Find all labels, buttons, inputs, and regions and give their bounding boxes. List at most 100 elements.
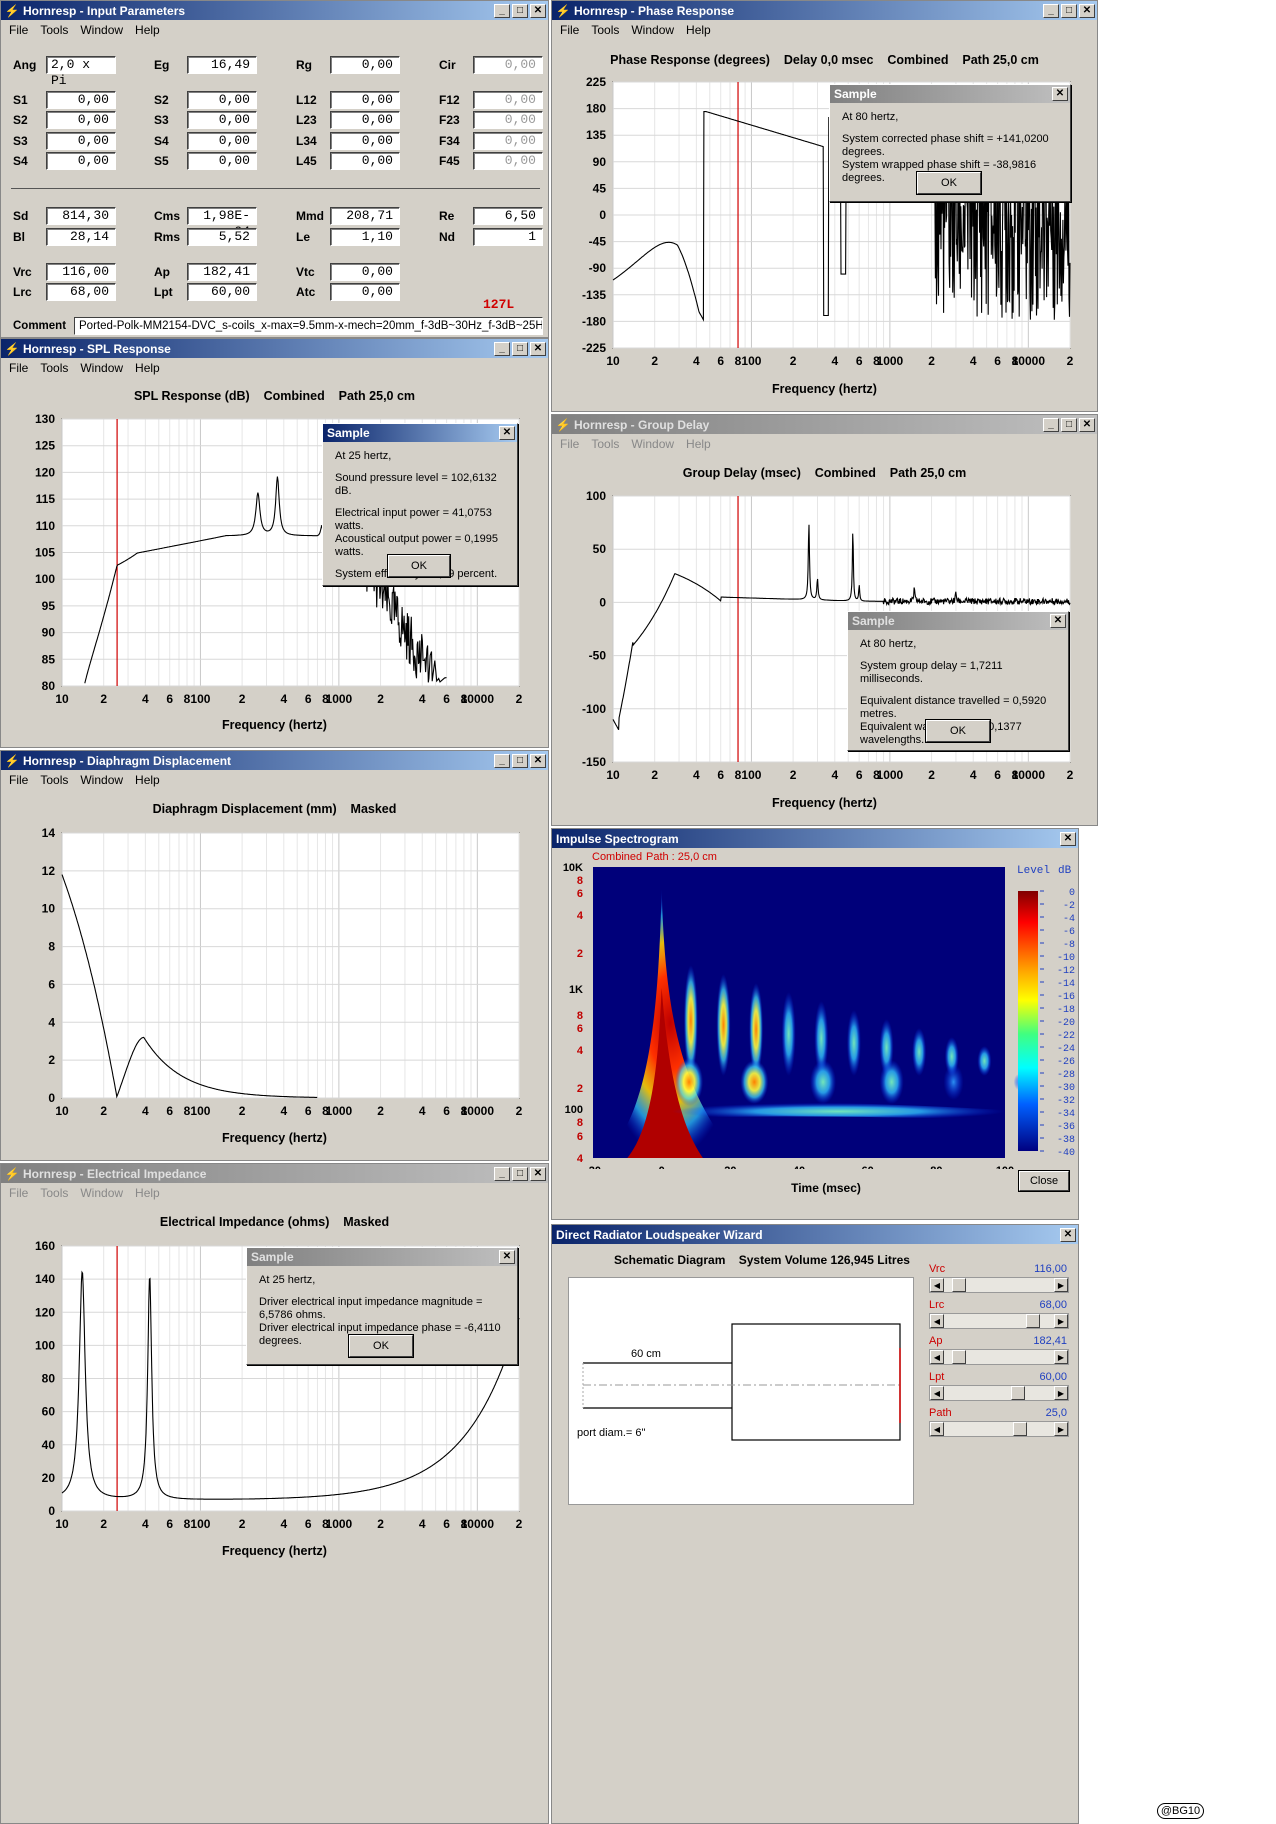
slider-lrc[interactable]: ◀ ▶	[929, 1313, 1069, 1329]
param-field-ang[interactable]: 2,0 x Pi	[46, 56, 116, 88]
title-bar[interactable]: ⚡ Hornresp - Phase Response _ □ ✕	[552, 1, 1097, 20]
dialog-title-bar[interactable]: Sample ✕	[848, 612, 1068, 630]
param-field-lpt[interactable]: 60,00	[187, 283, 257, 301]
menu-help[interactable]: Help	[135, 772, 160, 787]
slider-thumb[interactable]	[1013, 1422, 1028, 1436]
minimize-button[interactable]: _	[494, 1166, 510, 1181]
param-field-s5[interactable]: 0,00	[187, 152, 257, 170]
title-bar[interactable]: Direct Radiator Loudspeaker Wizard ✕	[552, 1225, 1078, 1244]
menu-tools[interactable]: Tools	[591, 22, 620, 37]
param-field-nd[interactable]: 1	[473, 228, 543, 246]
slider-right-arrow-icon[interactable]: ▶	[1054, 1314, 1068, 1328]
menu-file[interactable]: File	[9, 772, 29, 787]
comment-field[interactable]: Ported-Polk-MM2154-DVC_s-coils_x-max=9.5…	[74, 317, 543, 335]
menu-file[interactable]: File	[9, 360, 29, 375]
dialog-title-bar[interactable]: Sample ✕	[323, 424, 517, 442]
title-bar[interactable]: ⚡ Hornresp - Diaphragm Displacement _ □ ✕	[1, 751, 548, 770]
slider-thumb[interactable]	[951, 1278, 966, 1292]
param-field-s4a[interactable]: 0,00	[187, 132, 257, 150]
ok-button[interactable]: OK	[916, 171, 982, 195]
param-field-f12[interactable]: 0,00	[473, 91, 543, 109]
dialog-close-button[interactable]: ✕	[1050, 614, 1066, 628]
param-field-rms[interactable]: 5,52	[187, 228, 257, 246]
slider-thumb[interactable]	[1011, 1386, 1026, 1400]
minimize-button[interactable]: _	[494, 341, 510, 356]
param-field-re[interactable]: 6,50	[473, 207, 543, 225]
menu-tools[interactable]: Tools	[40, 360, 69, 375]
slider-right-arrow-icon[interactable]: ▶	[1054, 1278, 1068, 1292]
maximize-button[interactable]: □	[512, 753, 528, 768]
dialog-close-button[interactable]: ✕	[499, 1250, 515, 1264]
param-field-f23[interactable]: 0,00	[473, 111, 543, 129]
param-field-s3[interactable]: 0,00	[46, 132, 116, 150]
param-field-s2[interactable]: 0,00	[46, 111, 116, 129]
param-field-cir[interactable]: 0,00	[473, 56, 543, 74]
menu-window[interactable]: Window	[631, 436, 675, 451]
slider-right-arrow-icon[interactable]: ▶	[1054, 1386, 1068, 1400]
menu-file[interactable]: File	[560, 436, 580, 451]
maximize-button[interactable]: □	[1061, 417, 1077, 432]
menu-file[interactable]: File	[9, 22, 29, 37]
param-field-cms[interactable]: 1,98E-04	[187, 207, 257, 239]
title-bar[interactable]: ⚡ Hornresp - SPL Response _ □ ✕	[1, 339, 548, 358]
close-button[interactable]: ✕	[1079, 3, 1095, 18]
slider-left-arrow-icon[interactable]: ◀	[930, 1422, 944, 1436]
param-field-atc[interactable]: 0,00	[330, 283, 400, 301]
close-button[interactable]: ✕	[530, 1166, 546, 1181]
close-button[interactable]: ✕	[530, 753, 546, 768]
slider-right-arrow-icon[interactable]: ▶	[1054, 1422, 1068, 1436]
title-bar[interactable]: ⚡ Hornresp - Input Parameters _ □ ✕	[1, 1, 548, 20]
param-field-vrc[interactable]: 116,00	[46, 263, 116, 281]
menu-window[interactable]: Window	[80, 1185, 124, 1200]
dialog-close-button[interactable]: ✕	[499, 426, 515, 440]
minimize-button[interactable]: _	[494, 753, 510, 768]
menu-window[interactable]: Window	[80, 360, 124, 375]
menu-file[interactable]: File	[560, 22, 580, 37]
param-field-l45[interactable]: 0,00	[330, 152, 400, 170]
slider-lpt[interactable]: ◀ ▶	[929, 1385, 1069, 1401]
maximize-button[interactable]: □	[1061, 3, 1077, 18]
menu-tools[interactable]: Tools	[591, 436, 620, 451]
param-field-f45[interactable]: 0,00	[473, 152, 543, 170]
menu-help[interactable]: Help	[135, 360, 160, 375]
param-field-l23[interactable]: 0,00	[330, 111, 400, 129]
param-field-l34[interactable]: 0,00	[330, 132, 400, 150]
dialog-title-bar[interactable]: Sample ✕	[247, 1248, 517, 1266]
menu-tools[interactable]: Tools	[40, 1185, 69, 1200]
maximize-button[interactable]: □	[512, 1166, 528, 1181]
minimize-button[interactable]: _	[1043, 417, 1059, 432]
param-field-l12[interactable]: 0,00	[330, 91, 400, 109]
param-field-ap[interactable]: 182,41	[187, 263, 257, 281]
param-field-s4[interactable]: 0,00	[46, 152, 116, 170]
ok-button[interactable]: OK	[925, 719, 991, 743]
slider-vrc[interactable]: ◀ ▶	[929, 1277, 1069, 1293]
close-button[interactable]: ✕	[530, 341, 546, 356]
maximize-button[interactable]: □	[512, 3, 528, 18]
param-field-lrc[interactable]: 68,00	[46, 283, 116, 301]
ok-button[interactable]: OK	[348, 1334, 414, 1358]
menu-window[interactable]: Window	[631, 22, 675, 37]
slider-left-arrow-icon[interactable]: ◀	[930, 1278, 944, 1292]
minimize-button[interactable]: _	[494, 3, 510, 18]
menu-tools[interactable]: Tools	[40, 22, 69, 37]
slider-left-arrow-icon[interactable]: ◀	[930, 1314, 944, 1328]
title-bar[interactable]: ⚡ Hornresp - Group Delay _ □ ✕	[552, 415, 1097, 434]
slider-left-arrow-icon[interactable]: ◀	[930, 1350, 944, 1364]
title-bar[interactable]: Impulse Spectrogram ✕	[552, 829, 1078, 848]
menu-help[interactable]: Help	[686, 22, 711, 37]
menu-help[interactable]: Help	[135, 22, 160, 37]
close-button[interactable]: ✕	[1060, 1227, 1076, 1242]
title-bar[interactable]: ⚡ Hornresp - Electrical Impedance _ □ ✕	[1, 1164, 548, 1183]
param-field-le[interactable]: 1,10	[330, 228, 400, 246]
param-field-mmd[interactable]: 208,71	[330, 207, 400, 225]
maximize-button[interactable]: □	[512, 341, 528, 356]
param-field-bl[interactable]: 28,14	[46, 228, 116, 246]
menu-tools[interactable]: Tools	[40, 772, 69, 787]
menu-help[interactable]: Help	[135, 1185, 160, 1200]
menu-help[interactable]: Help	[686, 436, 711, 451]
param-field-s2a[interactable]: 0,00	[187, 91, 257, 109]
close-button[interactable]: ✕	[1079, 417, 1095, 432]
dialog-title-bar[interactable]: Sample ✕	[830, 85, 1070, 103]
menu-window[interactable]: Window	[80, 772, 124, 787]
param-field-sd[interactable]: 814,30	[46, 207, 116, 225]
